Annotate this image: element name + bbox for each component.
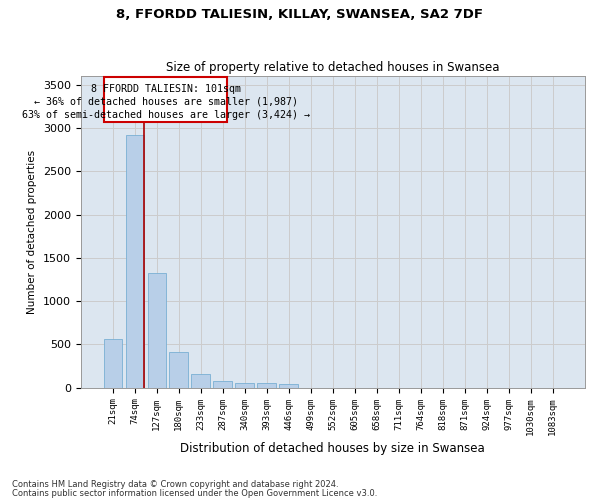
Bar xyxy=(257,383,276,388)
Text: Contains public sector information licensed under the Open Government Licence v3: Contains public sector information licen… xyxy=(12,488,377,498)
FancyBboxPatch shape xyxy=(104,77,227,122)
Bar xyxy=(214,381,232,388)
Text: ← 36% of detached houses are smaller (1,987): ← 36% of detached houses are smaller (1,… xyxy=(34,97,298,107)
Text: 8 FFORDD TALIESIN: 101sqm: 8 FFORDD TALIESIN: 101sqm xyxy=(91,84,241,94)
Bar xyxy=(191,374,210,388)
Y-axis label: Number of detached properties: Number of detached properties xyxy=(27,150,37,314)
Text: Contains HM Land Registry data © Crown copyright and database right 2024.: Contains HM Land Registry data © Crown c… xyxy=(12,480,338,489)
X-axis label: Distribution of detached houses by size in Swansea: Distribution of detached houses by size … xyxy=(181,442,485,455)
Bar xyxy=(280,384,298,388)
Text: 8, FFORDD TALIESIN, KILLAY, SWANSEA, SA2 7DF: 8, FFORDD TALIESIN, KILLAY, SWANSEA, SA2… xyxy=(116,8,484,20)
Bar xyxy=(104,339,122,388)
Bar xyxy=(148,274,166,388)
Text: 63% of semi-detached houses are larger (3,424) →: 63% of semi-detached houses are larger (… xyxy=(22,110,310,120)
Bar xyxy=(125,135,144,388)
Bar xyxy=(169,352,188,388)
Bar xyxy=(235,382,254,388)
Title: Size of property relative to detached houses in Swansea: Size of property relative to detached ho… xyxy=(166,60,500,74)
